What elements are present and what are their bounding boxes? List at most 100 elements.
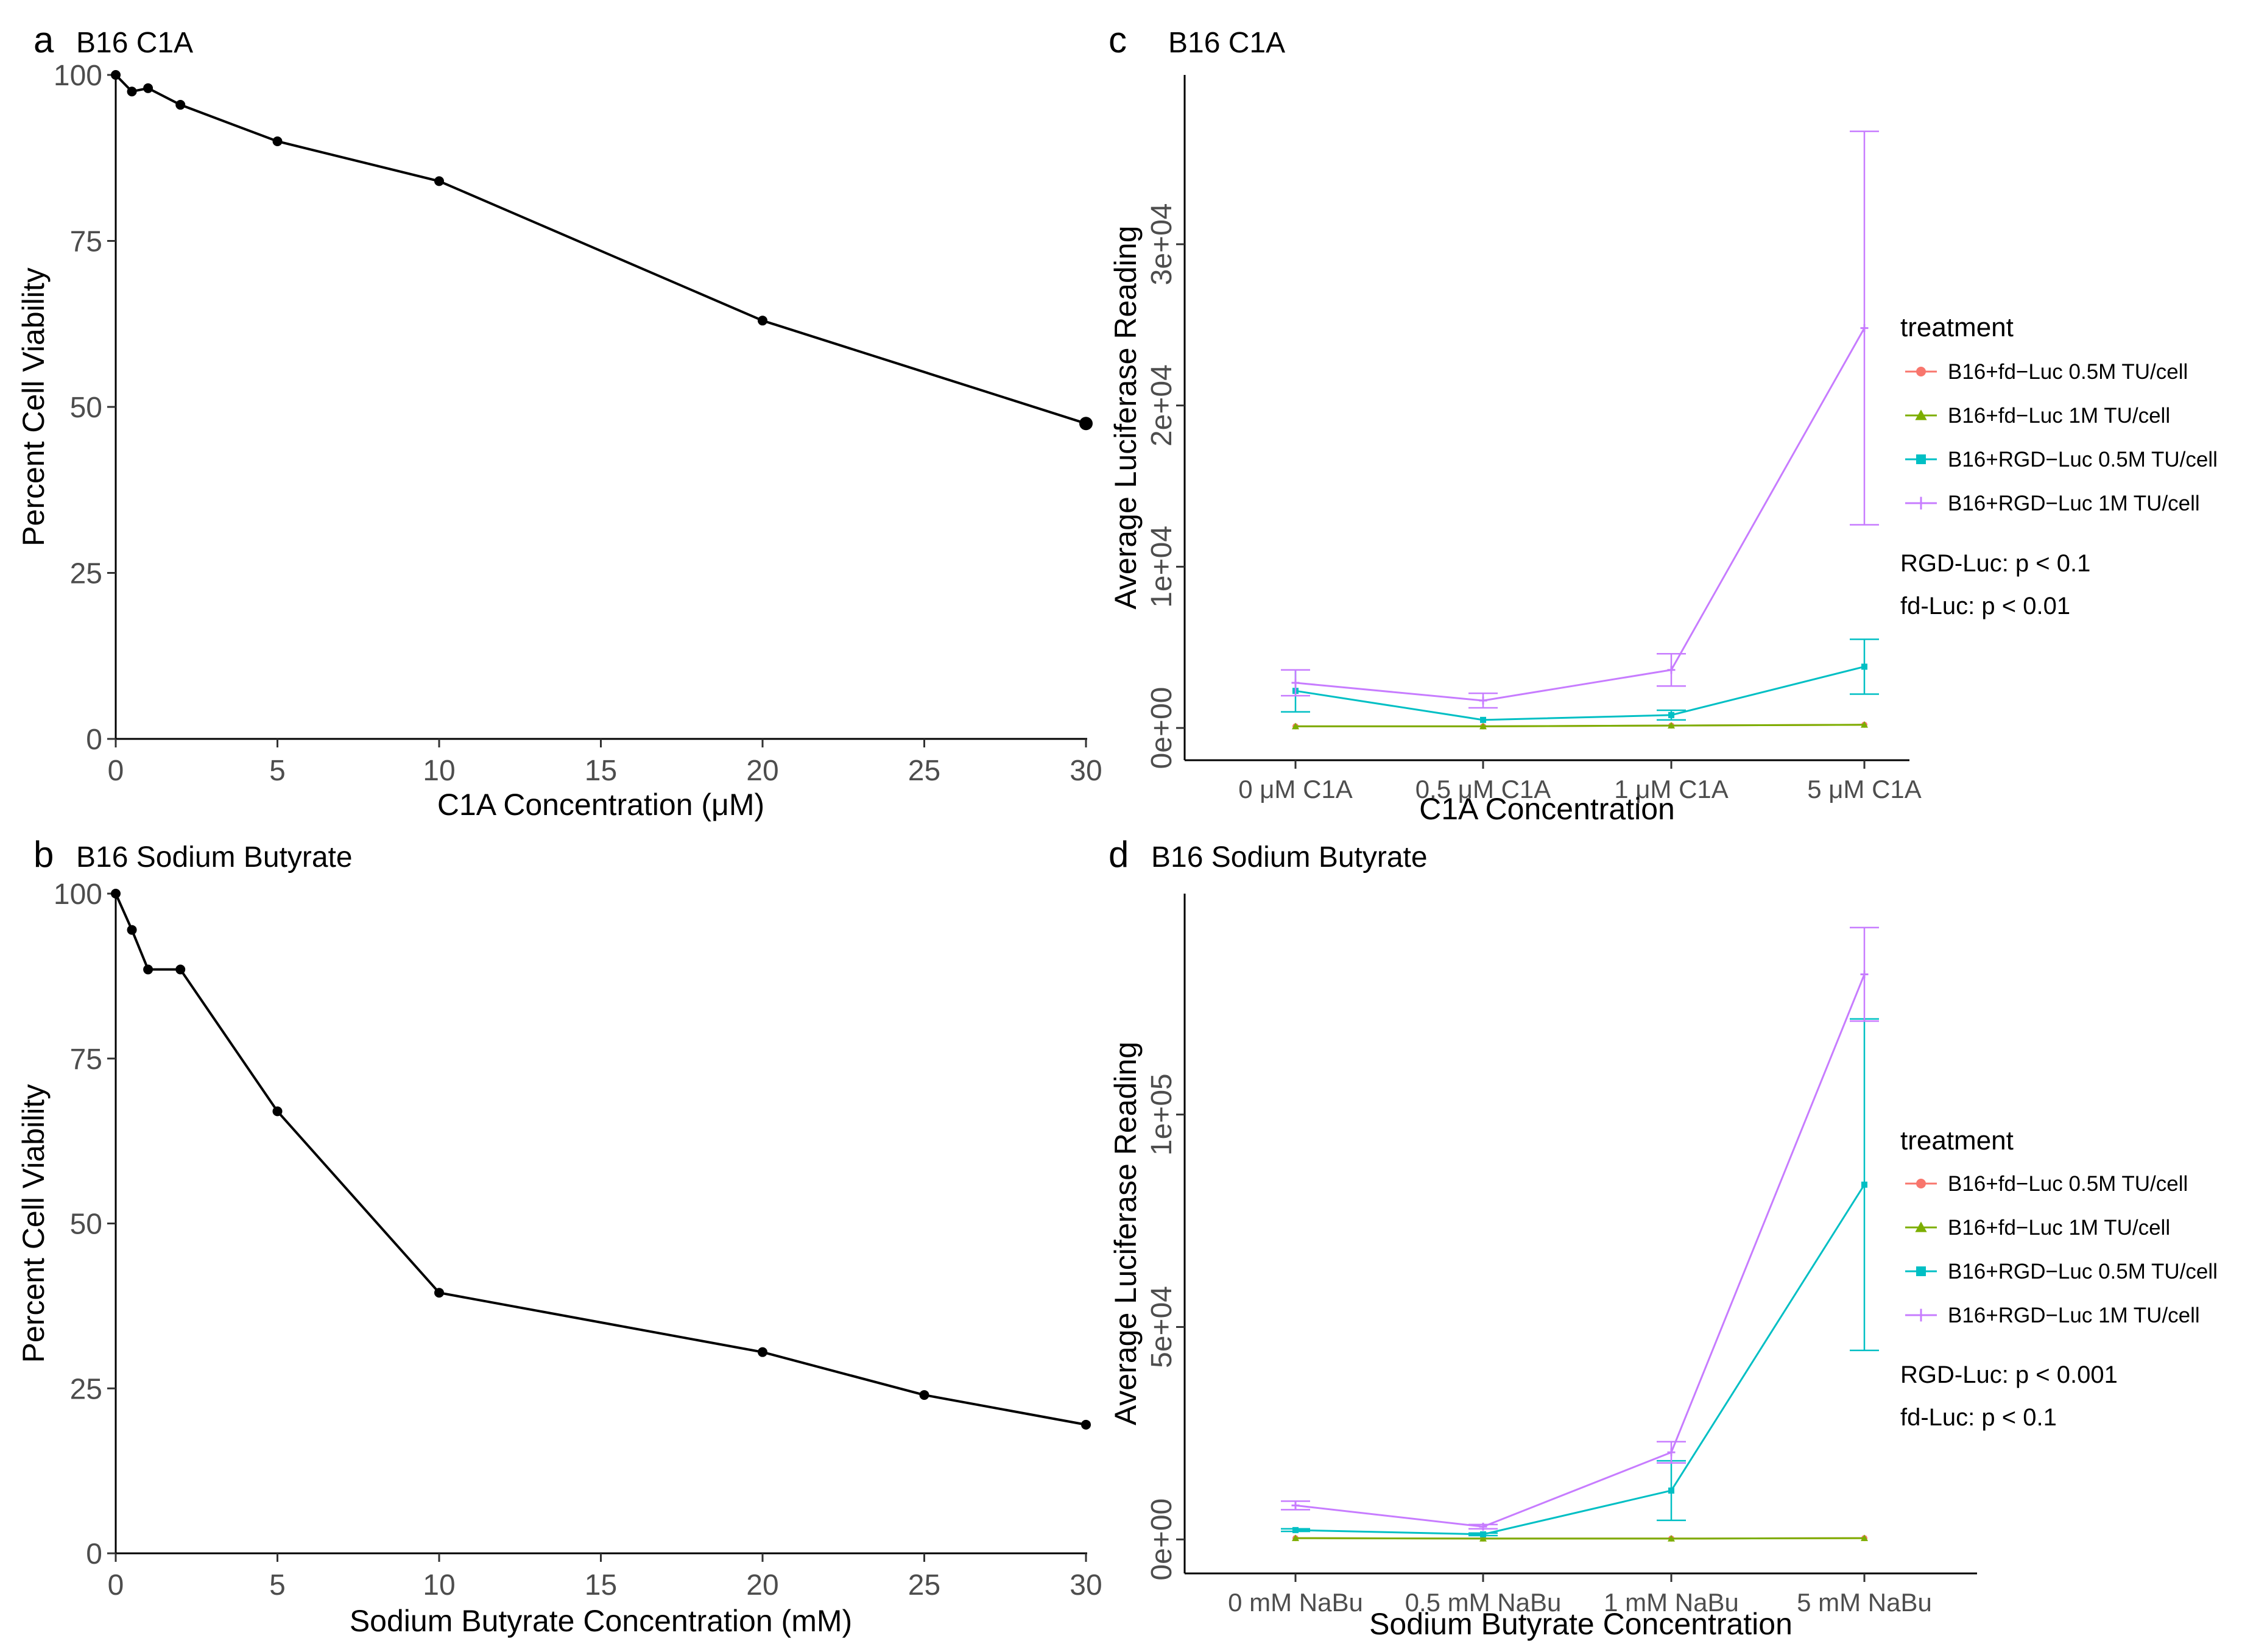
legend-marker-square xyxy=(1292,1527,1299,1533)
panel-b: b B16 Sodium Butyrate 0 25 50 75 100 0 5 10 15 20 25… xyxy=(16,834,1102,1638)
data-point xyxy=(175,964,186,975)
data-point xyxy=(175,100,186,110)
legend-marker-circle xyxy=(1916,1179,1926,1188)
data-point xyxy=(1861,1534,1868,1541)
x-tick-label: 25 xyxy=(908,755,940,787)
panel-letter: b xyxy=(33,834,54,875)
legend-marker-square xyxy=(1861,1181,1867,1188)
data-point xyxy=(1667,666,1676,674)
data-point xyxy=(1479,696,1487,705)
data-point xyxy=(127,86,137,97)
y-tick-label: 100 xyxy=(54,60,102,92)
data-point xyxy=(758,316,767,326)
legend-label: B16+fd−Luc 1M TU/cell xyxy=(1948,1216,2170,1240)
x-tick-label: 20 xyxy=(746,755,778,787)
x-axis-title: C1A Concentration xyxy=(1419,792,1675,826)
data-point xyxy=(1667,1448,1676,1456)
series-2 xyxy=(1281,1018,1879,1537)
legend-item: B16+fd−Luc 1M TU/cell xyxy=(1905,1216,2170,1240)
legend-label: B16+RGD−Luc 1M TU/cell xyxy=(1948,1304,2200,1327)
data-point xyxy=(272,136,283,146)
legend-label: B16+RGD−Luc 0.5M TU/cell xyxy=(1948,1260,2218,1283)
y-tick-label: 25 xyxy=(70,558,102,590)
data-point xyxy=(919,1390,929,1400)
panel-c: c B16 C1A 0e+00 1e+04 2e+04 3e+04 0 μM C1A 0.5 … xyxy=(1109,19,2218,826)
x-tick-label: 0 mM NaBu xyxy=(1228,1588,1363,1617)
legend-item: B16+RGD−Luc 0.5M TU/cell xyxy=(1905,1260,2218,1283)
data-point xyxy=(1668,1534,1675,1542)
legend-item: B16+RGD−Luc 1M TU/cell xyxy=(1905,1304,2200,1327)
x-tick-label: 5 xyxy=(269,755,286,787)
series-2 xyxy=(1281,638,1879,723)
x-tick-label: 0.5 mM NaBu xyxy=(1405,1588,1562,1617)
x-axis-title: Sodium Butyrate Concentration xyxy=(1369,1607,1792,1641)
data-point xyxy=(1861,1181,1867,1188)
legend-marker-triangle xyxy=(1292,722,1299,730)
panel-a: a B16 C1A 0 25 50 75 100 0 5 10 15 20 25 30 C1A Concen… xyxy=(16,19,1102,822)
legend-marker-square xyxy=(1480,1531,1486,1537)
data-point xyxy=(111,70,121,80)
x-tick-label: 0 μM C1A xyxy=(1238,775,1353,803)
data-point xyxy=(1291,1501,1300,1509)
legend-marker-triangle xyxy=(1479,1534,1487,1542)
data-point xyxy=(1479,722,1487,730)
series-line xyxy=(1295,666,1865,721)
data-point xyxy=(1292,1527,1299,1533)
x-tick-label: 5 μM C1A xyxy=(1807,775,1922,803)
y-tick-label: 50 xyxy=(70,392,102,424)
data-point xyxy=(1079,417,1093,431)
panel-title: B16 C1A xyxy=(1168,27,1285,59)
y-axis-title: Percent Cell Viability xyxy=(16,1084,51,1363)
data-point xyxy=(1081,1419,1091,1430)
y-tick-label: 25 xyxy=(70,1373,102,1405)
data-point xyxy=(143,83,153,93)
data-point xyxy=(111,889,121,898)
series-3 xyxy=(1281,130,1879,709)
data-point xyxy=(1860,324,1869,333)
series-line xyxy=(1295,1184,1866,1536)
p-value-annotation: fd-Luc: p < 0.01 xyxy=(1900,593,2070,620)
y-tick-label: 0 xyxy=(86,1538,102,1570)
y-axis-title: Average Luciferase Reading xyxy=(1109,1042,1143,1425)
panel-title: B16 C1A xyxy=(76,27,193,59)
x-tick-label: 15 xyxy=(585,755,617,787)
p-value-annotation: fd-Luc: p < 0.1 xyxy=(1900,1404,2057,1431)
series-line xyxy=(1295,1537,1865,1540)
x-tick-label: 30 xyxy=(1070,755,1102,787)
x-tick-label: 20 xyxy=(746,1569,778,1601)
legend-marker-square xyxy=(1668,1487,1674,1494)
x-tick-label: 30 xyxy=(1070,1569,1102,1601)
legend-marker-triangle xyxy=(1861,721,1868,728)
legend-marker-square xyxy=(1480,716,1486,723)
y-tick-label: 75 xyxy=(70,226,102,258)
y-tick-label: 50 xyxy=(70,1209,102,1241)
x-tick-label: 1 μM C1A xyxy=(1614,775,1729,803)
data-point xyxy=(1479,1522,1487,1531)
y-tick-label: 0 xyxy=(86,724,102,756)
panel-title: B16 Sodium Butyrate xyxy=(1151,841,1428,874)
x-tick-label: 15 xyxy=(585,1569,617,1601)
x-tick-label: 0.5 μM C1A xyxy=(1415,775,1551,803)
data-point xyxy=(758,1347,767,1357)
legend-label: B16+RGD−Luc 1M TU/cell xyxy=(1948,492,2200,515)
x-tick-label: 10 xyxy=(423,1569,455,1601)
series-line xyxy=(1295,327,1866,702)
series-line xyxy=(1295,724,1865,727)
series-1 xyxy=(1292,721,1868,730)
legend-marker-triangle xyxy=(1668,1534,1675,1542)
panel-letter: d xyxy=(1109,834,1129,875)
legend-marker-triangle xyxy=(1479,722,1487,730)
legend-marker-triangle xyxy=(1915,409,1927,420)
data-point xyxy=(1861,663,1867,670)
y-tick-label: 1e+04 xyxy=(1146,526,1178,608)
y-tick-label: 0e+00 xyxy=(1146,687,1178,769)
data-point xyxy=(434,1288,444,1298)
legend-title: treatment xyxy=(1900,312,2014,342)
data-point xyxy=(1860,970,1869,979)
series-1 xyxy=(1292,1534,1868,1542)
legend-item: B16+RGD−Luc 1M TU/cell xyxy=(1905,492,2200,515)
legend-marker-square xyxy=(1916,454,1926,464)
data-point xyxy=(1291,679,1300,687)
legend-item: B16+fd−Luc 1M TU/cell xyxy=(1905,404,2170,428)
